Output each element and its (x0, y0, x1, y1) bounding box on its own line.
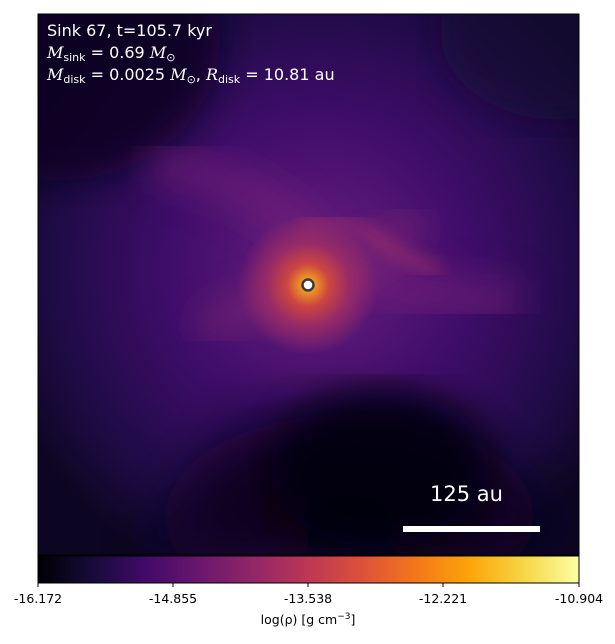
scale-bar-label: 125 au (430, 482, 503, 506)
density-map (38, 14, 579, 555)
sink-mass-label: Msink = 0.69 M⊙ (47, 43, 176, 64)
scale-bar (403, 526, 540, 532)
colorbar-tick-label: -16.172 (13, 591, 63, 606)
colorbar-tick-label: -12.221 (418, 591, 468, 606)
colorbar-label: log(ρ) [g cm−3] (260, 612, 356, 628)
sink-marker (301, 278, 315, 292)
plot-frame (37, 13, 580, 556)
colorbar-ticks (37, 583, 580, 587)
colorbar-tick-label: -10.904 (554, 591, 604, 606)
sink-time-label: Sink 67, t=105.7 kyr (47, 21, 212, 40)
disk-mass-radius-label: Mdisk = 0.0025 M⊙, Rdisk = 10.81 au (47, 65, 335, 86)
colorbar (37, 555, 580, 584)
colorbar-tick-label: -14.855 (148, 591, 198, 606)
colorbar-tick-label: -13.538 (283, 591, 333, 606)
